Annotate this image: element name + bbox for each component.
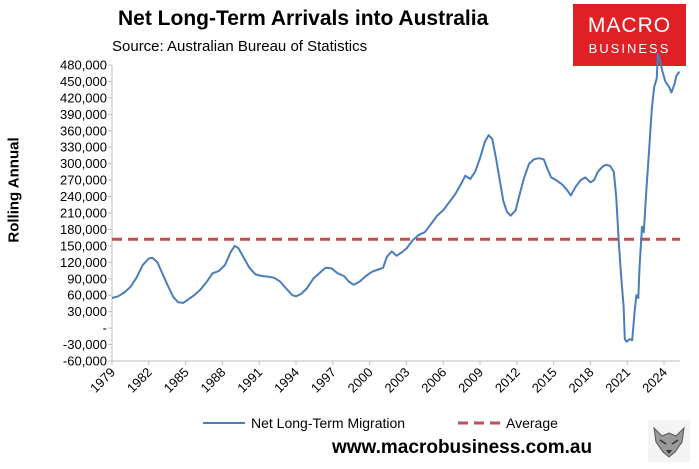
x-tick-label: 2015 — [529, 365, 560, 396]
x-tick-label: 1994 — [271, 365, 302, 396]
y-tick-label: 330,000 — [60, 140, 107, 155]
x-tick-label: 1991 — [234, 365, 265, 396]
series-layer — [111, 53, 681, 343]
fox-logo-icon — [648, 420, 690, 462]
y-tick-label: 270,000 — [60, 173, 107, 188]
y-tick-label: 30,000 — [67, 304, 107, 319]
y-tick-label: 210,000 — [60, 206, 107, 221]
y-tick-label: -30,000 — [63, 337, 107, 352]
x-axis: 1979 1982 1985 1988 1991 1994 1997 2000 2003 2006… — [87, 360, 680, 396]
y-tick-label: 420,000 — [60, 90, 107, 105]
legend: Net Long-Term Migration Average — [203, 415, 558, 431]
x-tick-label: 1979 — [87, 365, 118, 396]
x-tick-label: 2021 — [602, 365, 633, 396]
y-tick-label: 390,000 — [60, 107, 107, 122]
y-tick-label: 480,000 — [60, 58, 107, 73]
y-tick-label: 240,000 — [60, 189, 107, 204]
footer-url: www.macrobusiness.com.au — [332, 437, 593, 458]
x-tick-label: 1997 — [308, 365, 339, 396]
macrobusiness-logo: MACRO BUSINESS — [573, 4, 686, 66]
chart-subtitle: Source: Australian Bureau of Statistics — [112, 38, 368, 55]
x-tick-label: 2024 — [639, 365, 670, 396]
y-tick-label: 120,000 — [60, 255, 107, 270]
y-tick-label: 90,000 — [67, 271, 107, 286]
x-tick-label: 2009 — [455, 365, 486, 396]
y-tick-label: 60,000 — [67, 288, 107, 303]
x-tick-label: 2000 — [345, 365, 376, 396]
y-tick-label: - — [103, 321, 107, 336]
logo-line-1: MACRO — [587, 14, 672, 37]
y-tick-label: -60,000 — [63, 354, 107, 369]
y-tick-label: 360,000 — [60, 123, 107, 138]
legend-label-net-migration: Net Long-Term Migration — [251, 415, 405, 431]
y-tick-label: 180,000 — [60, 222, 107, 237]
x-tick-label: 1988 — [197, 365, 228, 396]
x-tick-label: 1982 — [124, 365, 155, 396]
x-tick-label: 2003 — [381, 365, 412, 396]
x-tick-label: 1985 — [161, 365, 192, 396]
net-migration-line — [111, 53, 681, 343]
y-tick-label: 150,000 — [60, 238, 107, 253]
y-tick-label: 300,000 — [60, 156, 107, 171]
x-tick-label: 2012 — [492, 365, 523, 396]
y-axis: -60,000-30,000-30,00060,00090,000120,000… — [60, 58, 113, 369]
x-tick-label: 2018 — [566, 365, 597, 396]
logo-line-2: BUSINESS — [588, 41, 671, 56]
legend-label-average: Average — [506, 415, 558, 431]
x-tick-label: 2006 — [418, 365, 449, 396]
chart-title: Net Long-Term Arrivals into Australia — [118, 7, 489, 30]
y-tick-label: 450,000 — [60, 74, 107, 89]
